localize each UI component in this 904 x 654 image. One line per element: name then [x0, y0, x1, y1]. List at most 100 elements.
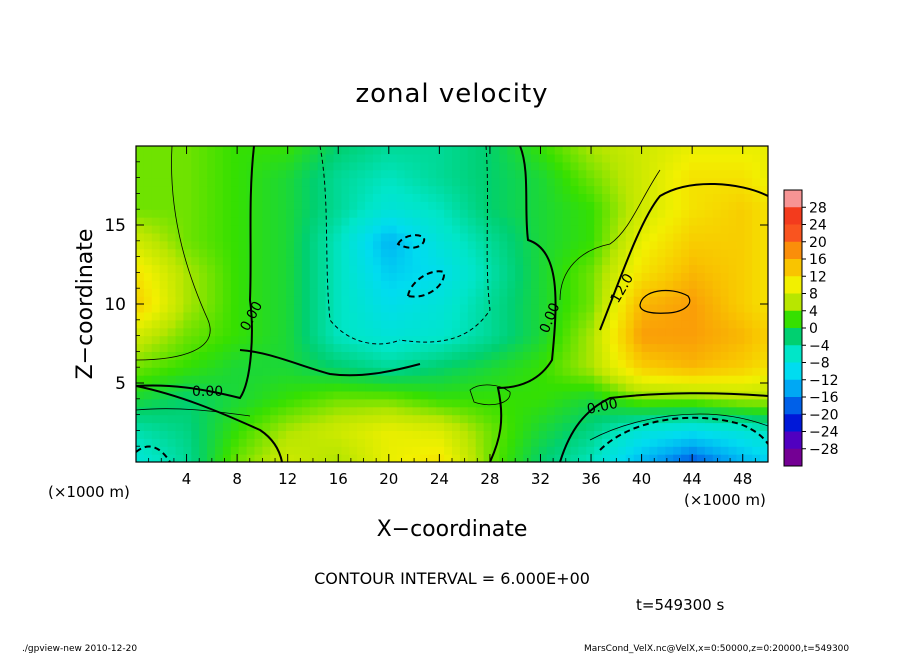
- field-cell: [523, 398, 532, 408]
- field-cell: [199, 193, 208, 202]
- field-cell: [373, 146, 382, 155]
- field-cell: [333, 225, 342, 234]
- field-cell: [586, 272, 595, 281]
- field-cell: [436, 256, 445, 266]
- field-cell: [696, 383, 706, 392]
- field-cell: [491, 153, 500, 163]
- field-cell: [238, 288, 248, 297]
- field-cell: [420, 201, 429, 210]
- field-cell: [278, 288, 287, 297]
- field-cell: [333, 390, 342, 400]
- field-cell: [301, 398, 311, 408]
- field-cell: [175, 153, 184, 163]
- field-cell: [594, 406, 603, 416]
- x-tick-label: 16: [329, 470, 348, 488]
- field-cell: [657, 446, 666, 455]
- field-cell: [151, 248, 161, 258]
- field-cell: [191, 375, 200, 384]
- field-cell: [736, 359, 745, 368]
- field-cell: [167, 359, 177, 368]
- field-cell: [625, 375, 635, 384]
- field-cell: [254, 177, 263, 187]
- field-cell: [286, 225, 295, 234]
- field-cell: [167, 327, 177, 337]
- field-cell: [483, 256, 493, 266]
- field-cell: [365, 232, 374, 242]
- field-cell: [546, 311, 556, 321]
- field-cell: [704, 367, 714, 376]
- field-cell: [538, 209, 548, 218]
- field-cell: [207, 272, 216, 281]
- field-cell: [736, 146, 745, 155]
- field-cell: [657, 430, 666, 439]
- colorbar-swatch: [784, 207, 802, 225]
- field-cell: [143, 256, 153, 266]
- field-cell: [633, 153, 643, 163]
- field-cell: [696, 146, 706, 155]
- field-cell: [523, 327, 532, 337]
- field-cell: [246, 319, 256, 329]
- field-cell: [610, 296, 619, 305]
- field-cell: [491, 327, 500, 337]
- field-cell: [499, 225, 508, 234]
- field-cell: [286, 375, 295, 384]
- field-cell: [143, 311, 153, 321]
- field-cell: [191, 422, 200, 431]
- field-cell: [452, 177, 461, 187]
- field-cell: [546, 375, 556, 384]
- field-cell: [704, 343, 714, 352]
- field-cell: [428, 225, 437, 234]
- field-cell: [143, 406, 153, 416]
- field-cell: [720, 438, 730, 447]
- field-cell: [444, 422, 453, 431]
- field-cell: [515, 398, 524, 408]
- field-cell: [760, 161, 768, 171]
- field-cell: [712, 311, 722, 321]
- field-cell: [752, 256, 761, 266]
- field-cell: [349, 351, 358, 360]
- field-cell: [641, 272, 651, 281]
- field-cell: [531, 422, 540, 431]
- field-cell: [531, 225, 540, 234]
- field-cell: [278, 383, 287, 392]
- field-cell: [230, 422, 240, 431]
- field-cell: [483, 146, 493, 155]
- field-cell: [625, 438, 635, 447]
- field-cell: [254, 201, 263, 210]
- field-cell: [333, 193, 342, 202]
- field-cell: [704, 319, 714, 329]
- field-cell: [760, 153, 768, 163]
- field-cell: [491, 296, 500, 305]
- field-cell: [373, 280, 382, 289]
- field-cell: [736, 383, 745, 392]
- field-cell: [436, 430, 445, 439]
- field-cell: [404, 398, 414, 408]
- field-cell: [222, 248, 232, 258]
- field-cell: [380, 272, 390, 281]
- field-cell: [499, 248, 508, 258]
- field-cell: [720, 390, 730, 400]
- field-cell: [760, 414, 768, 424]
- field-cell: [531, 398, 540, 408]
- field-cell: [444, 264, 453, 273]
- field-cell: [333, 272, 342, 281]
- field-cell: [143, 240, 153, 250]
- field-cell: [459, 414, 469, 424]
- field-cell: [183, 288, 192, 297]
- field-cell: [254, 311, 263, 321]
- field-cell: [546, 359, 556, 368]
- field-cell: [238, 304, 248, 313]
- field-cell: [325, 185, 335, 194]
- field-cell: [373, 177, 382, 187]
- field-cell: [199, 311, 208, 321]
- field-cell: [136, 327, 145, 337]
- field-cell: [136, 367, 145, 376]
- field-cell: [483, 225, 493, 234]
- field-cell: [404, 304, 414, 313]
- field-cell: [357, 240, 366, 250]
- field-cell: [294, 225, 303, 234]
- field-cell: [222, 232, 232, 242]
- field-cell: [617, 280, 627, 289]
- field-cell: [538, 327, 548, 337]
- field-cell: [610, 217, 619, 226]
